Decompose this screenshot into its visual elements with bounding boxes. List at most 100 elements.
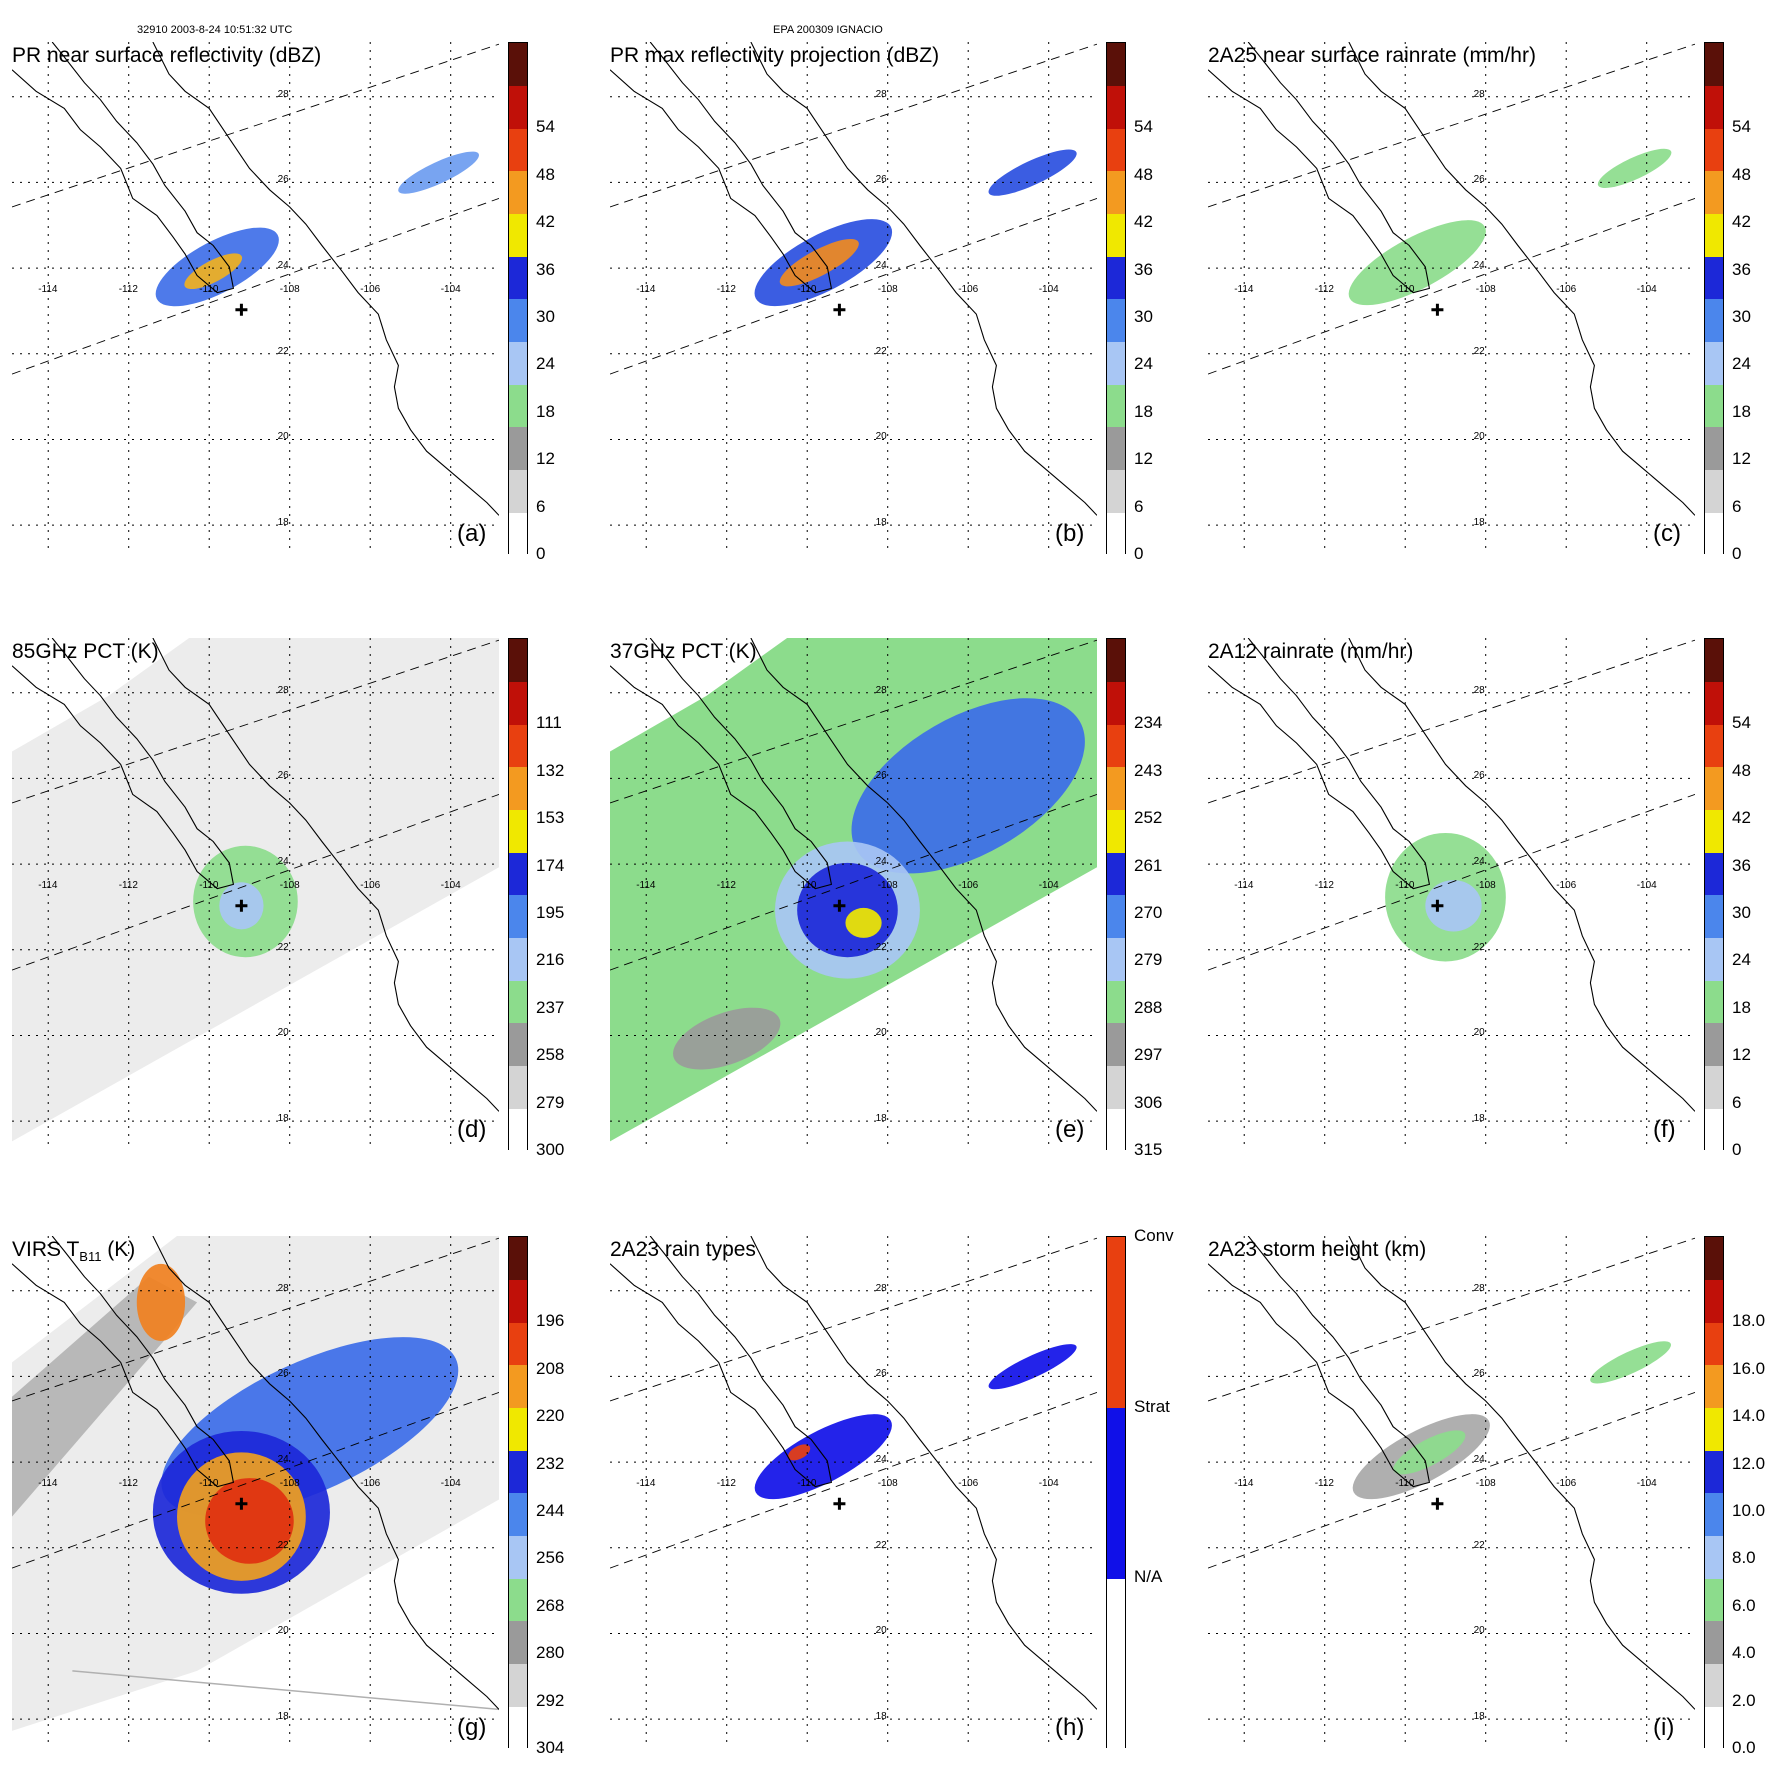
lat-tick-label: 18	[277, 1711, 289, 1723]
colorbar-segment	[1107, 895, 1125, 939]
panel-title-unit: (K)	[101, 1238, 136, 1261]
colorbar	[1106, 638, 1126, 1152]
panel-title: VIRS TB11 (K)	[12, 1238, 135, 1264]
colorbar-tick: Strat	[1134, 1396, 1170, 1416]
storm-center-marker	[235, 1497, 248, 1510]
colorbar-segment	[509, 256, 527, 300]
coastline-baja	[1208, 638, 1431, 890]
colorbar-tick: 14.0	[1732, 1406, 1766, 1426]
colorbar-tick: 42	[1732, 212, 1751, 232]
colorbar-segment	[1705, 1621, 1723, 1665]
colorbar	[1106, 1236, 1126, 1750]
colorbar-tick: 132	[536, 760, 565, 780]
colorbar-segment	[1107, 213, 1125, 257]
lon-tick-label: -114	[38, 1478, 58, 1490]
colorbar-segment	[509, 1237, 527, 1281]
colorbar-tick: 252	[1134, 808, 1163, 828]
colorbar-segment	[509, 724, 527, 768]
colorbar-segment	[1107, 256, 1125, 300]
colorbar-segment	[509, 937, 527, 981]
colorbar-tick: 153	[536, 808, 565, 828]
panel-title-text: 85GHz PCT (K)	[12, 640, 159, 663]
colorbar-tick: 24	[536, 354, 555, 374]
colorbar	[508, 1236, 528, 1750]
colorbar-segment	[509, 85, 527, 129]
lat-tick-label: 20	[277, 431, 289, 443]
panel-f: -114 -112 -110 -108 -106 -104 28 26 24 22 20 18 2A12…	[1208, 638, 1771, 1170]
rain-feature	[851, 698, 1085, 874]
storm-center-marker	[833, 303, 846, 316]
colorbar-tick: 6	[536, 496, 546, 516]
colorbar-tick: 244	[536, 1500, 565, 1520]
colorbar-tick: 2.0	[1732, 1690, 1756, 1710]
lon-tick-label: -106	[1556, 880, 1577, 892]
lon-tick-label: -106	[958, 880, 979, 892]
colorbar-tick: 268	[536, 1595, 565, 1615]
lat-tick-label: 18	[1473, 517, 1485, 529]
lat-tick-label: 26	[277, 1368, 289, 1380]
rain-feature	[988, 149, 1077, 196]
lon-tick-label: -112	[1314, 880, 1334, 892]
panel-letter: (h)	[1055, 1714, 1085, 1741]
lat-tick-label: 22	[1473, 1539, 1485, 1551]
coastline-mainland	[750, 1236, 1097, 1710]
colorbar-tick: 4.0	[1732, 1643, 1756, 1663]
panel-title-text: PR near surface reflectivity (dBZ)	[12, 44, 322, 67]
coastline-baja	[12, 42, 235, 294]
coastline-mainland	[152, 638, 499, 1112]
map-c: -114 -112 -110 -108 -106 -104 28 26 24 22 20 18	[1208, 42, 1695, 554]
lat-tick-label: 24	[1473, 260, 1485, 272]
colorbar-tick: 24	[1732, 950, 1751, 970]
coastline-baja	[12, 638, 235, 890]
colorbar-segment	[509, 1663, 527, 1707]
colorbar-segment	[1107, 43, 1125, 87]
lat-tick-label: 28	[1473, 1282, 1485, 1294]
lon-tick-label: -110	[1395, 1478, 1415, 1490]
colorbar-segment	[1107, 1108, 1125, 1152]
lon-tick-label: -112	[1314, 284, 1334, 296]
colorbar	[1704, 638, 1724, 1152]
lat-tick-label: 24	[875, 856, 887, 868]
lon-tick-label: -106	[1556, 1478, 1577, 1490]
lat-tick-label: 20	[277, 1625, 289, 1637]
colorbar-tick: 12	[536, 449, 555, 469]
colorbar-segment	[509, 1279, 527, 1323]
map-b: -114 -112 -110 -108 -106 -104 28 26 24 22 20 18	[610, 42, 1097, 554]
colorbar-segment	[509, 1706, 527, 1750]
colorbar-tick: 12	[1732, 449, 1751, 469]
colorbar-tick: 315	[1134, 1140, 1163, 1159]
colorbar-segment	[1107, 171, 1125, 215]
colorbar-segment	[1705, 895, 1723, 939]
lon-tick-label: -104	[1038, 880, 1059, 892]
colorbar-segment	[509, 128, 527, 172]
colorbar-segment	[1705, 639, 1723, 683]
rain-feature	[845, 907, 882, 938]
lon-tick-label: -106	[1556, 284, 1577, 296]
colorbar-segment	[1705, 724, 1723, 768]
orbit-edge-upper	[610, 1237, 1097, 1402]
lon-tick-label: -104	[1636, 284, 1657, 296]
colorbar-segment	[1107, 937, 1125, 981]
colorbar-segment	[509, 1407, 527, 1451]
lat-tick-label: 24	[875, 1454, 887, 1466]
lon-tick-label: -112	[118, 880, 138, 892]
lon-tick-label: -108	[877, 880, 898, 892]
colorbar-segment	[1107, 639, 1125, 683]
colorbar-tick: 237	[536, 997, 565, 1017]
lon-tick-label: -108	[279, 1478, 300, 1490]
panel-title-text: PR max reflectivity projection (dBZ)	[610, 44, 940, 67]
panel-title-text: 2A25 near surface rainrate (mm/hr)	[1208, 44, 1536, 67]
lat-tick-label: 26	[1473, 770, 1485, 782]
lon-tick-label: -112	[716, 880, 736, 892]
lon-tick-label: -110	[797, 880, 817, 892]
lon-tick-label: -110	[199, 880, 219, 892]
lon-tick-label: -108	[877, 1478, 898, 1490]
colorbar-tick: 208	[536, 1358, 565, 1378]
lon-tick-label: -114	[1234, 1478, 1254, 1490]
lon-tick-label: -110	[797, 284, 817, 296]
colorbar-segment	[509, 427, 527, 471]
lat-tick-label: 18	[875, 517, 887, 529]
colorbar-segment	[1705, 213, 1723, 257]
colorbar-tick: 18	[1134, 401, 1153, 421]
lon-tick-label: -108	[279, 880, 300, 892]
